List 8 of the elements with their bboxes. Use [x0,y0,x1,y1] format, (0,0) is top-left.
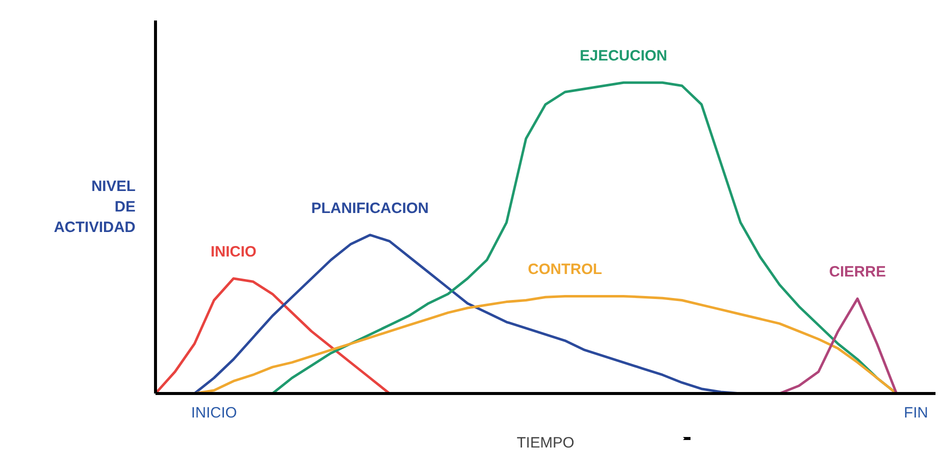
series-label: INICIO [210,243,257,260]
x-axis-title: TIEMPO [516,434,574,452]
y-axis-title: NIVEL DE ACTIVIDAD [54,178,136,236]
series-label: PLANIFICACION [311,200,429,217]
series-label: CIERRE [829,264,886,281]
series-label: CONTROL [528,261,602,278]
x-tick-label: FIN [904,404,928,422]
series-label: EJECUCION [580,48,668,65]
